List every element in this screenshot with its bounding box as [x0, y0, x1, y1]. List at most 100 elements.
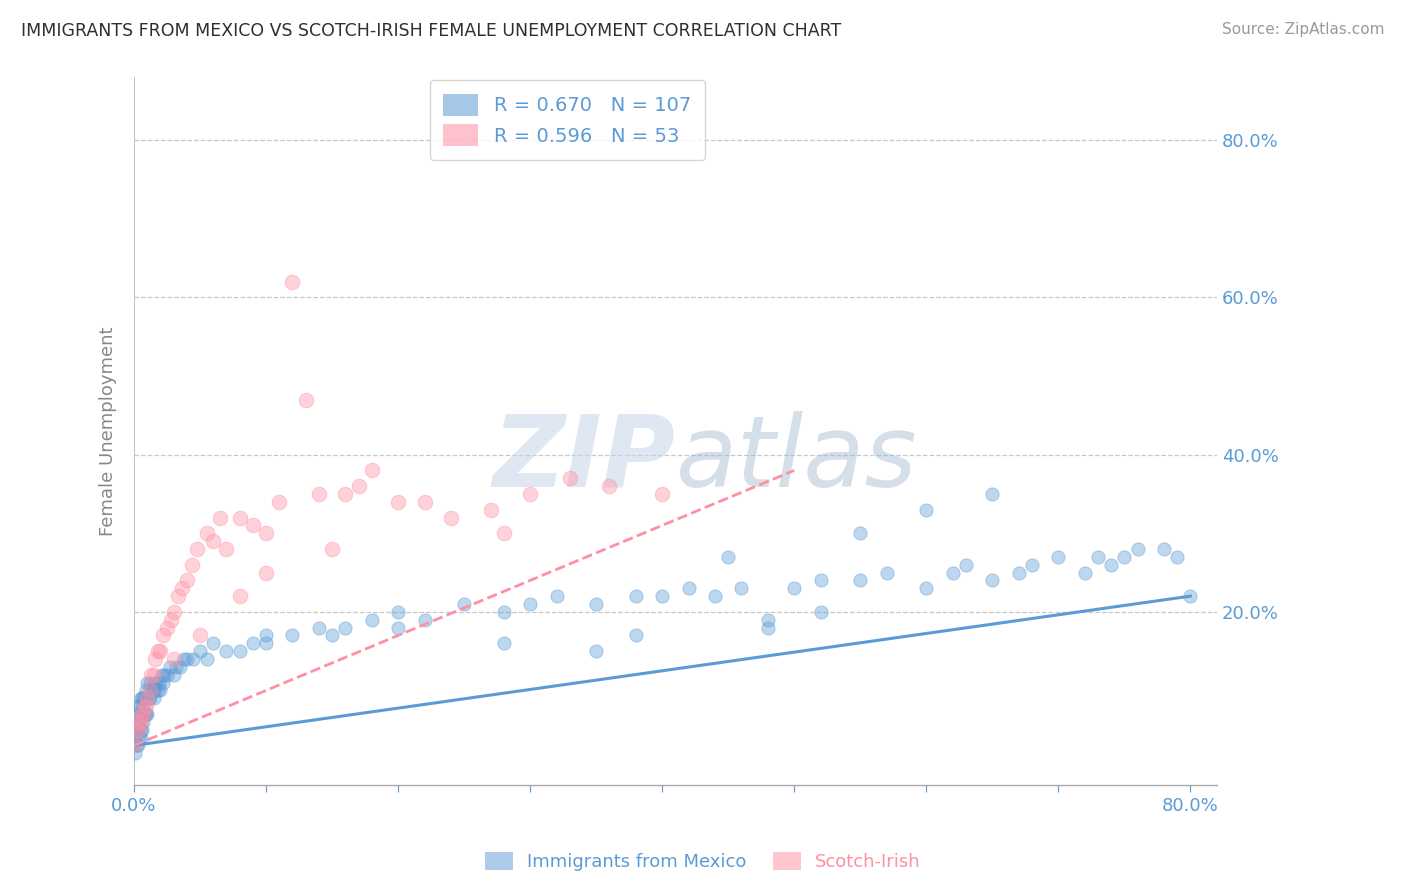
Point [124, 731, 146, 745]
Point [141, 667, 163, 681]
Point [242, 636, 264, 650]
Point [849, 526, 872, 541]
Point [651, 589, 673, 603]
Point [440, 510, 463, 524]
Point [186, 541, 208, 556]
Point [139, 675, 162, 690]
Point [519, 597, 541, 611]
Point [981, 487, 1004, 501]
Point [128, 714, 150, 729]
Point [136, 706, 159, 721]
Point [215, 541, 238, 556]
Point [135, 699, 157, 714]
Point [876, 566, 898, 580]
Point [134, 691, 156, 706]
Point [132, 714, 155, 729]
Point [134, 706, 156, 721]
Point [254, 526, 277, 541]
Point [254, 566, 277, 580]
Point [136, 675, 159, 690]
Point [1099, 558, 1122, 572]
Point [132, 699, 155, 714]
Point [162, 605, 184, 619]
Point [624, 628, 647, 642]
Point [704, 589, 727, 603]
Point [492, 636, 515, 650]
Point [387, 495, 409, 509]
Point [125, 714, 148, 729]
Point [124, 747, 146, 761]
Point [125, 723, 148, 737]
Point [1021, 558, 1043, 572]
Point [1126, 541, 1149, 556]
Point [136, 691, 159, 706]
Point [308, 487, 330, 501]
Point [162, 652, 184, 666]
Point [142, 675, 165, 690]
Point [308, 621, 330, 635]
Point [150, 667, 173, 681]
Point [170, 582, 193, 596]
Point [413, 613, 436, 627]
Point [156, 621, 179, 635]
Point [135, 683, 157, 698]
Point [149, 683, 172, 698]
Point [479, 502, 502, 516]
Point [131, 723, 153, 737]
Point [281, 275, 304, 289]
Point [202, 636, 225, 650]
Point [176, 652, 198, 666]
Point [1114, 549, 1136, 564]
Y-axis label: Female Unemployment: Female Unemployment [100, 326, 117, 536]
Point [143, 683, 166, 698]
Point [129, 714, 152, 729]
Point [132, 691, 155, 706]
Point [127, 706, 149, 721]
Point [1180, 589, 1202, 603]
Point [810, 605, 832, 619]
Point [195, 526, 218, 541]
Point [1153, 541, 1175, 556]
Point [387, 621, 409, 635]
Point [492, 605, 515, 619]
Point [127, 699, 149, 714]
Point [188, 644, 211, 658]
Point [131, 691, 153, 706]
Point [195, 652, 218, 666]
Point [321, 541, 343, 556]
Point [783, 582, 806, 596]
Point [228, 510, 250, 524]
Point [136, 691, 159, 706]
Point [128, 699, 150, 714]
Text: atlas: atlas [675, 411, 917, 508]
Point [129, 723, 152, 737]
Point [651, 487, 673, 501]
Text: ZIP: ZIP [492, 411, 675, 508]
Point [915, 502, 938, 516]
Point [335, 487, 357, 501]
Legend: R = 0.670   N = 107, R = 0.596   N = 53: R = 0.670 N = 107, R = 0.596 N = 53 [430, 80, 704, 160]
Point [915, 582, 938, 596]
Point [162, 667, 184, 681]
Point [294, 392, 316, 407]
Point [228, 589, 250, 603]
Point [942, 566, 965, 580]
Point [127, 739, 149, 753]
Point [152, 675, 174, 690]
Point [678, 582, 700, 596]
Point [160, 613, 183, 627]
Point [228, 644, 250, 658]
Point [585, 597, 607, 611]
Point [165, 660, 187, 674]
Point [145, 675, 167, 690]
Point [141, 683, 163, 698]
Point [129, 731, 152, 745]
Point [585, 644, 607, 658]
Point [166, 589, 188, 603]
Point [321, 628, 343, 642]
Point [146, 644, 169, 658]
Point [135, 706, 157, 721]
Point [756, 621, 779, 635]
Point [730, 582, 752, 596]
Point [176, 574, 198, 588]
